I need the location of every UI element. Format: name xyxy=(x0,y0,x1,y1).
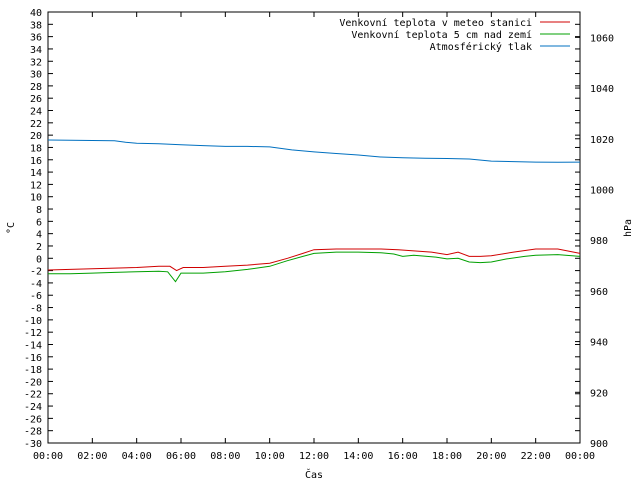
y-tick-label: -4 xyxy=(30,279,42,290)
axis-ticks: -30-28-26-24-22-20-18-16-14-12-10-8-6-4-… xyxy=(24,8,614,462)
plot-frame xyxy=(47,11,581,444)
x-tick-label: 18:00 xyxy=(432,451,462,462)
y-tick-label: -12 xyxy=(24,328,42,339)
y-tick-label: 34 xyxy=(30,45,42,56)
y-tick-label: 6 xyxy=(36,217,42,228)
y-tick-label: 30 xyxy=(30,70,42,81)
y-tick-label: -22 xyxy=(24,390,42,401)
y2-tick-label: 960 xyxy=(590,287,608,298)
y2-tick-label: 900 xyxy=(590,439,608,450)
y2-tick-label: 980 xyxy=(590,236,608,247)
y-tick-label: 16 xyxy=(30,156,42,167)
x-tick-label: 04:00 xyxy=(122,451,152,462)
y-axis-label: °C xyxy=(6,222,17,234)
y-tick-label: -10 xyxy=(24,316,42,327)
y-tick-label: 36 xyxy=(30,33,42,44)
y-tick-label: 8 xyxy=(36,205,42,216)
x-tick-label: 12:00 xyxy=(299,451,329,462)
y-tick-label: -24 xyxy=(24,402,42,413)
y-tick-label: 2 xyxy=(36,242,42,253)
y-tick-label: 10 xyxy=(30,193,42,204)
y-tick-label: 0 xyxy=(36,254,42,265)
y-tick-label: 40 xyxy=(30,8,42,19)
x-tick-label: 10:00 xyxy=(255,451,285,462)
y-tick-label: 14 xyxy=(30,168,42,179)
y-tick-label: -8 xyxy=(30,304,42,315)
x-tick-label: 02:00 xyxy=(77,451,107,462)
y-tick-label: 4 xyxy=(36,230,42,241)
series-line-2 xyxy=(47,139,581,163)
x-tick-label: 06:00 xyxy=(166,451,196,462)
y-tick-label: -16 xyxy=(24,353,42,364)
y-tick-label: 26 xyxy=(30,94,42,105)
y-tick-label: -30 xyxy=(24,439,42,450)
x-tick-label: 16:00 xyxy=(388,451,418,462)
y-tick-label: -20 xyxy=(24,377,42,388)
y-tick-label: -28 xyxy=(24,427,42,438)
y-tick-label: 12 xyxy=(30,180,42,191)
y2-tick-label: 1020 xyxy=(590,135,614,146)
legend-label: Atmosférický tlak xyxy=(430,41,532,53)
series-lines xyxy=(47,139,581,283)
y-tick-label: 20 xyxy=(30,131,42,142)
y2-tick-label: 940 xyxy=(590,338,608,349)
y-tick-label: 22 xyxy=(30,119,42,130)
y-tick-label: -18 xyxy=(24,365,42,376)
x-tick-label: 20:00 xyxy=(476,451,506,462)
y2-tick-label: 1060 xyxy=(590,33,614,44)
y-tick-label: -6 xyxy=(30,291,42,302)
y-tick-label: -2 xyxy=(30,267,42,278)
y-tick-label: 24 xyxy=(30,107,42,118)
y2-tick-label: 1000 xyxy=(590,185,614,196)
y-tick-label: 18 xyxy=(30,143,42,154)
x-tick-label: 22:00 xyxy=(521,451,551,462)
y2-axis-label: hPa xyxy=(623,219,634,237)
legend-label: Venkovní teplota 5 cm nad zemí xyxy=(351,29,532,41)
y2-tick-label: 1040 xyxy=(590,84,614,95)
x-axis-label: Čas xyxy=(305,468,323,480)
legend: Venkovní teplota v meteo staniciVenkovní… xyxy=(339,17,570,53)
y-tick-label: -26 xyxy=(24,414,42,425)
series-line-1 xyxy=(48,251,581,283)
x-tick-label: 14:00 xyxy=(343,451,373,462)
x-tick-label: 00:00 xyxy=(565,451,595,462)
y-tick-label: -14 xyxy=(24,340,42,351)
y-tick-label: 38 xyxy=(30,20,42,31)
y-tick-label: 28 xyxy=(30,82,42,93)
series-line-0 xyxy=(47,248,581,272)
y2-tick-label: 920 xyxy=(590,388,608,399)
x-tick-label: 08:00 xyxy=(210,451,240,462)
legend-label: Venkovní teplota v meteo stanici xyxy=(339,17,532,29)
y-tick-label: 32 xyxy=(30,57,42,68)
x-tick-label: 00:00 xyxy=(33,451,63,462)
